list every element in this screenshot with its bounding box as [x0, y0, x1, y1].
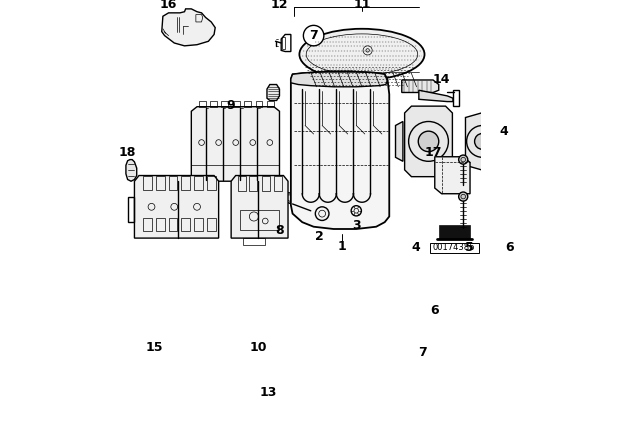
Text: 8: 8: [275, 224, 284, 237]
Text: 11: 11: [353, 0, 371, 11]
Circle shape: [419, 131, 439, 151]
Text: 4: 4: [412, 241, 420, 254]
Text: 15: 15: [146, 341, 163, 354]
Circle shape: [459, 155, 468, 164]
Polygon shape: [162, 9, 215, 46]
Text: 9: 9: [227, 99, 236, 112]
Text: 14: 14: [433, 73, 451, 86]
Circle shape: [509, 134, 522, 148]
Text: 12: 12: [271, 0, 288, 11]
Polygon shape: [126, 159, 137, 181]
Polygon shape: [435, 157, 470, 194]
Text: 3: 3: [352, 219, 360, 232]
Circle shape: [503, 129, 528, 154]
Text: 6: 6: [430, 304, 438, 317]
Text: 7: 7: [419, 346, 427, 359]
Polygon shape: [465, 112, 499, 171]
Text: 4: 4: [500, 125, 509, 138]
Polygon shape: [404, 106, 452, 177]
Text: 00174386: 00174386: [433, 243, 476, 252]
Circle shape: [303, 26, 324, 46]
Text: 5: 5: [465, 241, 473, 254]
Text: 2: 2: [315, 230, 324, 243]
Bar: [430, 243, 479, 253]
Text: 1: 1: [338, 240, 346, 253]
Polygon shape: [396, 121, 403, 161]
Polygon shape: [439, 225, 470, 239]
Text: 7: 7: [309, 29, 318, 42]
Text: 13: 13: [259, 386, 276, 399]
Text: 17: 17: [424, 146, 442, 159]
Polygon shape: [419, 90, 453, 102]
Polygon shape: [291, 71, 388, 87]
Polygon shape: [402, 80, 439, 92]
Text: 6: 6: [506, 241, 514, 254]
Ellipse shape: [283, 193, 298, 204]
Circle shape: [475, 134, 490, 149]
Text: 10: 10: [249, 341, 267, 354]
Polygon shape: [134, 176, 219, 238]
Polygon shape: [191, 107, 280, 181]
Polygon shape: [267, 85, 280, 100]
Text: 16: 16: [160, 0, 177, 11]
Text: 18: 18: [118, 146, 136, 159]
Polygon shape: [291, 71, 389, 229]
Circle shape: [459, 192, 468, 201]
Polygon shape: [231, 176, 288, 238]
Ellipse shape: [300, 29, 424, 80]
